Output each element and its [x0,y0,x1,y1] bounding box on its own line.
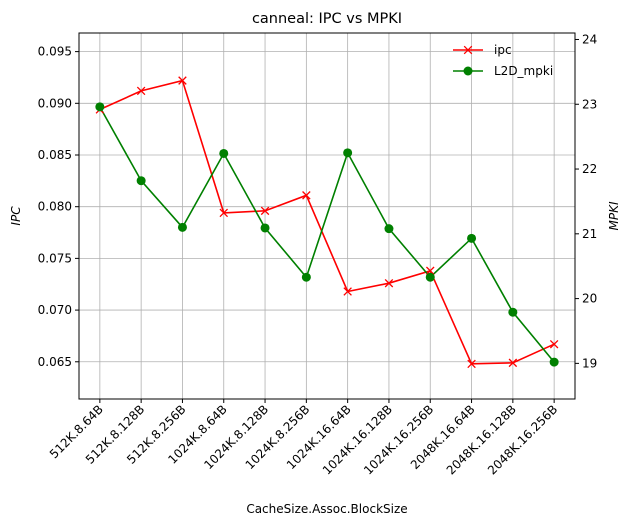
right-tick-label: 24 [582,32,597,46]
ipc-point [467,359,476,369]
ipc-point [384,278,394,288]
L2D_mpki-line [99,106,555,363]
series-markers [95,76,559,369]
ipc-point [219,208,229,218]
x-axis-label: CacheSize.Assoc.BlockSize [246,502,407,516]
legend-marker [463,45,473,55]
L2D_mpki-point [549,357,559,367]
L2D_mpki-point [467,233,477,243]
right-tick-label: 20 [582,292,597,306]
right-axis-label: MPKI [607,201,621,230]
L2D_mpki-point [95,102,105,112]
right-tick-label: 23 [582,97,597,111]
plot-frame [78,32,576,400]
right-tick-label: 22 [582,162,597,176]
left-tick-label: 0.085 [38,148,72,162]
left-axis-label: IPC [9,206,23,226]
left-axis-ticks: 0.065 0.070 0.075 0.080 0.085 0.090 0.095 [38,45,79,369]
legend-label: L2D_mpki [494,64,553,78]
x-axis-ticks: 512K.8.64B512K.8.128B512K.8.256B1024K.8.… [47,399,560,477]
left-tick-label: 0.080 [38,200,72,214]
grid [79,33,575,399]
L2D_mpki-point [384,224,394,234]
series-lines [99,79,555,365]
L2D_mpki-point [177,222,187,232]
left-tick-label: 0.065 [38,355,72,369]
ipc-point [549,339,559,349]
ipc-point [178,76,187,85]
L2D_mpki-point [425,272,435,282]
ipc-point [260,206,270,216]
left-tick-label: 0.075 [38,251,72,265]
left-tick-label: 0.095 [38,45,72,59]
L2D_mpki-point [260,223,270,233]
ipc-point [136,86,146,96]
ipc-point [302,191,311,200]
chart-title: canneal: IPC vs MPKI [252,11,402,27]
ipc-point [508,358,518,368]
ipc-point [343,287,352,296]
left-tick-label: 0.090 [38,96,72,110]
right-axis-ticks: 19 20 21 22 23 24 [575,32,597,370]
ipc-point [425,266,435,276]
x-tick-label: 2048K.16.256B [485,402,560,477]
L2D_mpki-point [343,148,353,158]
legend-label: ipc [494,43,512,57]
right-tick-label: 21 [582,227,597,241]
L2D_mpki-point [508,307,518,317]
left-tick-label: 0.070 [38,303,72,317]
x-tick-label: 2048K.16.128B [444,402,519,477]
legend-marker [463,66,473,76]
legend: ipc L2D_mpki [453,43,553,78]
x-tick-label: 1024K.16.128B [320,402,395,477]
L2D_mpki-point [301,272,311,282]
x-tick-label: 1024K.16.256B [361,402,436,477]
ipc-line [99,79,555,365]
L2D_mpki-point [219,148,229,158]
L2D_mpki-point [136,176,146,186]
right-tick-label: 19 [582,356,597,370]
